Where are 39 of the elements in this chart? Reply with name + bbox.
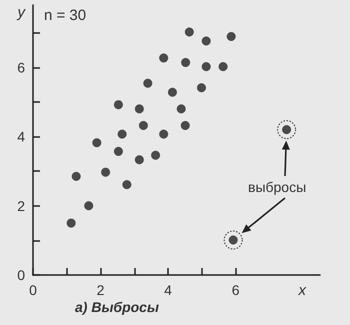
point [176, 104, 186, 114]
point [202, 36, 211, 46]
point [151, 150, 160, 160]
annotation: n = 30 [44, 7, 86, 24]
point [134, 104, 144, 114]
point [226, 32, 236, 41]
x-tick-label: 6 [232, 282, 240, 298]
point [114, 146, 123, 156]
point [180, 120, 190, 130]
point [143, 78, 152, 88]
x-tick-label: 0 [29, 282, 38, 298]
y-axis-title: y [16, 4, 26, 21]
point [202, 62, 211, 72]
point [159, 53, 168, 62]
x-axis-title: x [298, 282, 306, 299]
point [92, 138, 102, 148]
point [84, 201, 94, 210]
point [184, 28, 194, 36]
point [118, 130, 127, 139]
point [168, 88, 177, 97]
point [181, 58, 190, 67]
point [218, 62, 228, 72]
x-tick-label: 4 [164, 282, 172, 298]
point [134, 155, 144, 164]
point [122, 180, 132, 190]
point [101, 168, 110, 177]
point [196, 83, 206, 92]
y-tick-label: 0 [17, 267, 26, 283]
point [138, 120, 148, 130]
text: а) Выбросы [75, 299, 159, 315]
x-tick-label: 2 [96, 282, 105, 298]
y-tick-label: 4 [17, 128, 26, 145]
point [159, 130, 168, 139]
point [72, 172, 81, 181]
y-tick-label: 6 [17, 59, 26, 76]
annotation: выбросы [248, 179, 306, 195]
y-tick-label: 2 [17, 198, 26, 214]
point [66, 218, 76, 228]
point [114, 100, 123, 110]
